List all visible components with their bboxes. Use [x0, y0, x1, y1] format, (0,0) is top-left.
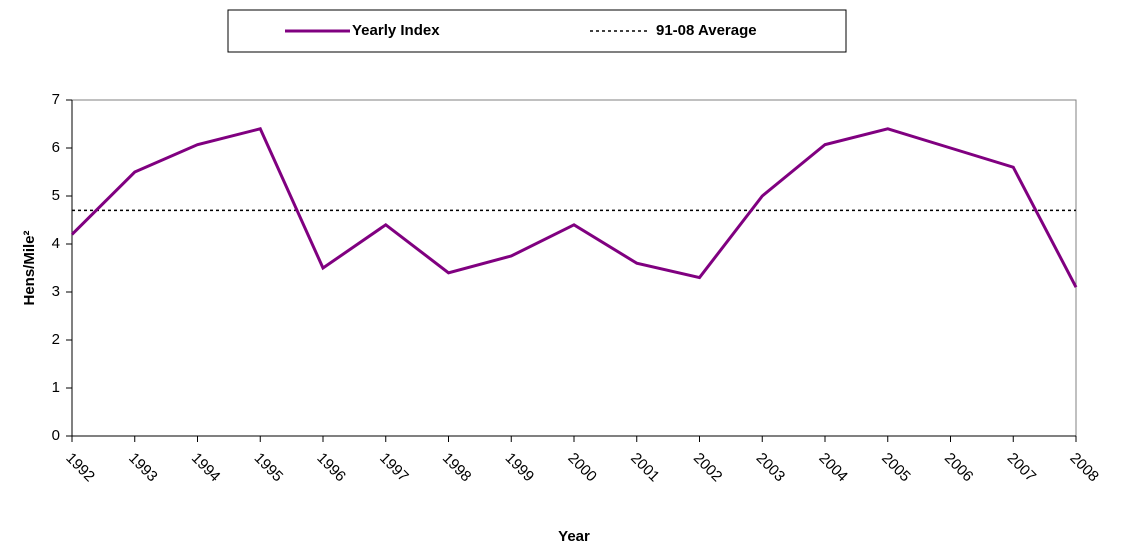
- x-tick-label: 1997: [376, 450, 412, 486]
- y-tick-label: 4: [52, 235, 60, 252]
- y-tick-label: 5: [52, 187, 60, 204]
- x-tick-label: 1999: [502, 450, 538, 486]
- x-tick-label: 2008: [1066, 450, 1102, 486]
- x-tick-label: 2005: [878, 450, 914, 486]
- y-axis-title: Hens/Mile²: [21, 230, 38, 305]
- x-tick-label: 2002: [690, 450, 726, 486]
- x-tick-label: 2000: [564, 450, 600, 486]
- x-tick-label: 2004: [815, 450, 851, 486]
- y-tick-label: 7: [52, 91, 60, 108]
- y-tick-label: 3: [52, 283, 60, 300]
- legend-label: 91-08 Average: [656, 22, 757, 39]
- x-tick-label: 1994: [188, 450, 224, 486]
- legend-label: Yearly Index: [352, 22, 440, 39]
- data-line: [70, 127, 1078, 288]
- x-tick-label: 1995: [251, 450, 287, 486]
- x-tick-label: 1993: [125, 450, 161, 486]
- x-tick-label: 1992: [62, 450, 98, 486]
- y-tick-label: 2: [52, 331, 60, 348]
- x-tick-label: 1998: [439, 450, 475, 486]
- x-tick-label: 2006: [941, 450, 977, 486]
- x-tick-label: 2001: [627, 450, 663, 486]
- y-tick-label: 6: [52, 139, 60, 156]
- y-tick-label: 0: [52, 427, 60, 444]
- x-axis-title: Year: [558, 528, 590, 545]
- x-tick-label: 2007: [1004, 450, 1040, 486]
- y-tick-label: 1: [52, 379, 60, 396]
- x-tick-label: 1996: [313, 450, 349, 486]
- x-tick-label: 2003: [753, 450, 789, 486]
- plot-border: [71, 99, 1077, 437]
